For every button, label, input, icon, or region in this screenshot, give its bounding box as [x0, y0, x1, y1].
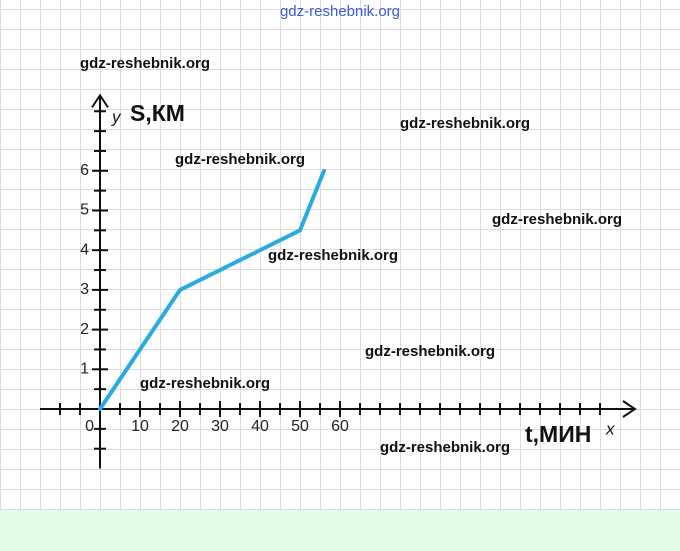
watermark: gdz-reshebnik.org [365, 343, 495, 360]
site-header: gdz-reshebnik.org [280, 3, 400, 20]
watermark: gdz-reshebnik.org [175, 151, 305, 168]
watermark: gdz-reshebnik.org [380, 439, 510, 456]
x-arrow [622, 400, 637, 418]
x-tick-label: 10 [131, 418, 149, 435]
watermark: gdz-reshebnik.org [400, 115, 530, 132]
y-tick-label: 1 [80, 361, 89, 378]
data-line [98, 168, 326, 411]
watermark: gdz-reshebnik.org [140, 375, 270, 392]
origin-label: 0 [85, 418, 94, 435]
x-axis-label: t,МИН [525, 421, 591, 447]
footer-band [0, 510, 680, 551]
watermark: gdz-reshebnik.org [492, 211, 622, 228]
x-tick-label: 30 [211, 418, 229, 435]
y-tick-label: 3 [80, 281, 89, 298]
x-tick-label: 50 [291, 418, 309, 435]
y-tick-label: 4 [80, 241, 89, 258]
x-tick-label: 20 [171, 418, 189, 435]
y-tick-label: 5 [80, 202, 89, 219]
watermark: gdz-reshebnik.org [268, 247, 398, 264]
y-tick-label: 2 [80, 321, 89, 338]
y-axis-name: y [111, 107, 122, 126]
x-tick-label: 60 [331, 418, 349, 435]
x-axis-name: x [605, 419, 615, 438]
y-axis-label: S,КМ [130, 100, 185, 126]
y-tick-label: 6 [80, 162, 89, 179]
x-tick-label: 40 [251, 418, 269, 435]
watermark: gdz-reshebnik.org [80, 55, 210, 72]
y-arrow [91, 93, 109, 108]
